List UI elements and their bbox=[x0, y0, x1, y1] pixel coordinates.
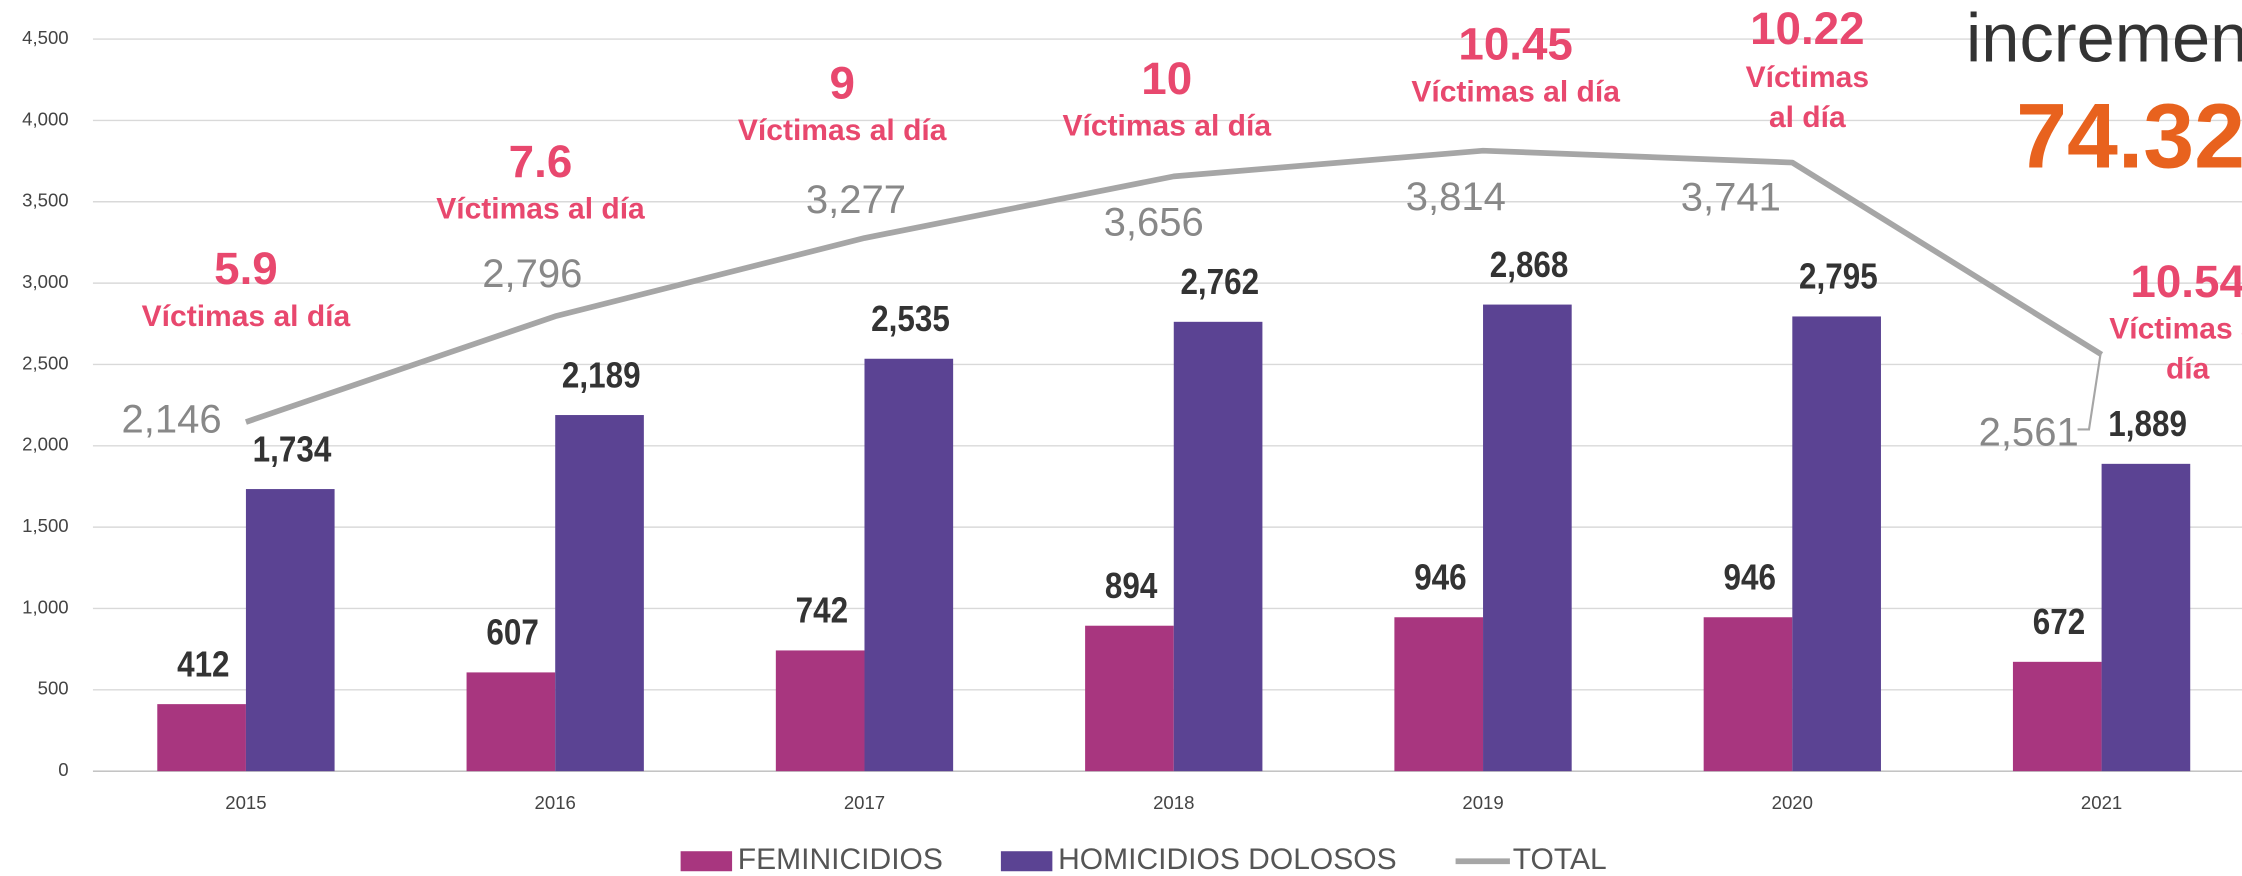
line-label: 3,277 bbox=[806, 178, 906, 222]
rate-value: 10.45 bbox=[1458, 19, 1573, 70]
legend-swatch bbox=[1000, 851, 1053, 872]
x-tick-label: 2020 bbox=[1772, 792, 1813, 813]
rate-text: Víctimas al día bbox=[1062, 110, 1271, 143]
bar-label: 2,795 bbox=[1799, 258, 1878, 297]
bar bbox=[245, 489, 335, 772]
bar bbox=[466, 672, 556, 772]
bar-label: 894 bbox=[1105, 567, 1158, 606]
line-label: 3,656 bbox=[1104, 201, 1204, 245]
rate-text: Víctimas al día bbox=[436, 193, 645, 226]
y-tick-label: 2,500 bbox=[22, 352, 69, 373]
bar bbox=[555, 415, 644, 772]
bar-label: 742 bbox=[796, 592, 848, 631]
y-tick-label: 0 bbox=[58, 759, 68, 780]
bar-label: 946 bbox=[1414, 559, 1466, 598]
bar bbox=[1792, 316, 1881, 772]
y-tick-label: 4,500 bbox=[22, 27, 69, 48]
x-tick-label: 2017 bbox=[844, 792, 885, 813]
bar-label: 2,868 bbox=[1490, 246, 1569, 285]
y-tick-label: 1,500 bbox=[22, 515, 69, 536]
line-label: 2,796 bbox=[482, 252, 582, 296]
y-tick-label: 4,000 bbox=[22, 108, 69, 129]
bar-label: 1,889 bbox=[2108, 405, 2187, 444]
annotation: incrementa bbox=[1966, 0, 2242, 76]
rate-text: Víctimas al día bbox=[142, 300, 351, 333]
rate-text: día bbox=[2166, 353, 2210, 386]
bar bbox=[1173, 321, 1263, 772]
rate-value: 10 bbox=[1141, 53, 1192, 104]
total-line bbox=[245, 147, 2104, 425]
bar-label: 2,189 bbox=[562, 357, 641, 396]
rate-text: Víctimas al día bbox=[1411, 75, 1620, 108]
bar-label: 607 bbox=[486, 614, 538, 653]
y-tick-label: 3,000 bbox=[22, 271, 69, 292]
bar bbox=[775, 650, 865, 772]
y-tick-label: 2,000 bbox=[22, 434, 69, 455]
x-tick-label: 2021 bbox=[2081, 792, 2122, 813]
bar-label: 946 bbox=[1723, 559, 1775, 598]
line-label: 3,814 bbox=[1406, 175, 1506, 219]
legend-swatch bbox=[680, 851, 733, 872]
line-label: 2,146 bbox=[121, 398, 221, 442]
bar bbox=[1483, 304, 1572, 772]
bar-label: 672 bbox=[2033, 603, 2085, 642]
bar-label: 2,535 bbox=[871, 300, 950, 339]
bar-label: 1,734 bbox=[253, 431, 332, 470]
x-tick-label: 2015 bbox=[225, 792, 266, 813]
bar bbox=[864, 358, 954, 772]
bar bbox=[2012, 661, 2102, 772]
bar bbox=[1394, 617, 1484, 772]
rate-text: Víctimas al bbox=[2109, 313, 2242, 346]
legend-label: TOTAL bbox=[1513, 843, 1607, 876]
x-tick-label: 2018 bbox=[1153, 792, 1194, 813]
y-tick-label: 3,500 bbox=[22, 190, 69, 211]
legend-label: FEMINICIDIOS bbox=[738, 843, 943, 876]
x-tick-label: 2016 bbox=[535, 792, 576, 813]
bar bbox=[157, 704, 246, 772]
legend-label: HOMICIDIOS DOLOSOS bbox=[1058, 843, 1397, 876]
rate-text: Víctimas al día bbox=[738, 114, 947, 147]
rate-value: 10.22 bbox=[1750, 3, 1865, 54]
bar-label: 412 bbox=[177, 646, 229, 685]
rate-value: 5.9 bbox=[214, 243, 278, 294]
rate-value: 10.54 bbox=[2130, 256, 2242, 307]
y-tick-label: 1,000 bbox=[22, 596, 69, 617]
bar bbox=[1085, 625, 1174, 772]
bar bbox=[1703, 617, 1793, 772]
line-label: 2,561 bbox=[1979, 411, 2079, 455]
bar bbox=[2101, 463, 2191, 772]
line-label: 3,741 bbox=[1681, 175, 1781, 219]
rate-text: Víctimas bbox=[1746, 61, 1869, 94]
plot: 0 500 1,000 1,500 2,000 2,500 3,000 3,500 4,000 4… bbox=[22, 3, 2242, 876]
rate-text: al día bbox=[1769, 101, 1846, 134]
leader-line bbox=[2077, 354, 2102, 431]
annotation-value: 74.32% bbox=[2016, 86, 2242, 188]
y-tick-label: 500 bbox=[38, 678, 69, 699]
rate-value: 7.6 bbox=[509, 136, 573, 187]
bar-label: 2,762 bbox=[1180, 263, 1259, 302]
rate-value: 9 bbox=[829, 57, 854, 108]
x-tick-label: 2019 bbox=[1462, 792, 1503, 813]
